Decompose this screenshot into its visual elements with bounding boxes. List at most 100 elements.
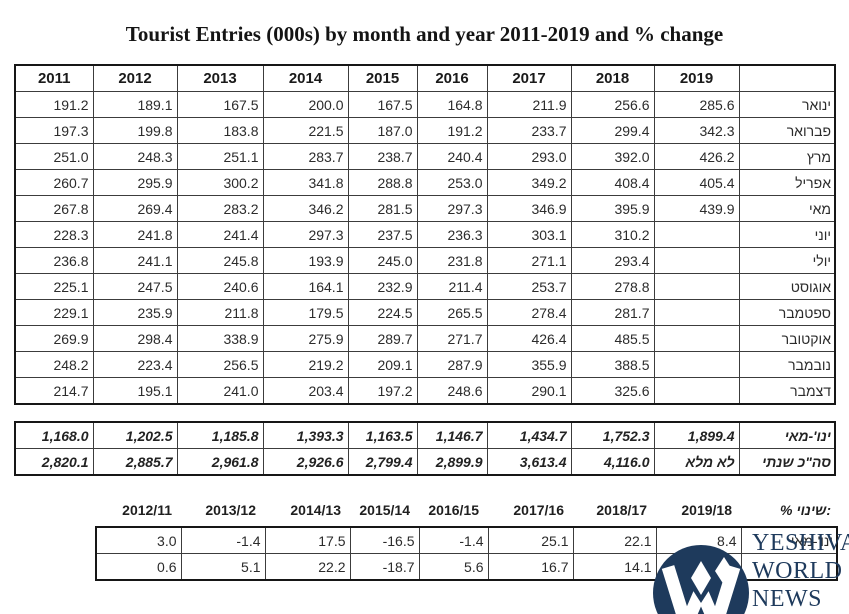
value-cell: 269.4 <box>92 195 178 222</box>
value-cell: 408.4 <box>570 169 655 196</box>
value-cell: 303.1 <box>486 221 572 248</box>
value-cell: 236.8 <box>14 247 94 274</box>
value-cell: 241.8 <box>92 221 178 248</box>
summary-value-cell: 2,820.1 <box>14 448 94 476</box>
value-cell: 167.5 <box>347 91 418 118</box>
value-cell: 245.0 <box>347 247 418 274</box>
month-row: 228.3 241.8 241.4 297.3 237.5 236.3 303.1 310.2… <box>14 221 836 248</box>
ywn-wordmark-line: YESHIVA <box>752 530 849 556</box>
value-cell: 355.9 <box>486 351 572 378</box>
value-cell: 200.0 <box>262 91 349 118</box>
value-cell: 223.4 <box>92 351 178 378</box>
value-cell: 203.4 <box>262 377 349 405</box>
value-cell: 310.2 <box>570 221 655 248</box>
value-cell: 248.2 <box>14 351 94 378</box>
period-header-cell: 2019/18 <box>681 502 732 518</box>
period-header-row: 2012/11 2013/12 2014/13 2015/14 2016/15 2017/… <box>95 499 836 521</box>
value-cell: 325.6 <box>570 377 655 405</box>
value-cell: 197.3 <box>14 117 94 144</box>
value-cell: 288.8 <box>347 169 418 196</box>
value-cell <box>653 221 740 248</box>
period-header-cell: 2017/16 <box>513 502 564 518</box>
percent-change-header: 2012/11 2013/12 2014/13 2015/14 2016/15 2017/… <box>95 499 836 521</box>
value-cell: 439.9 <box>653 195 740 222</box>
period-header-cell: 2012/11 <box>122 502 172 518</box>
value-cell: 346.2 <box>262 195 349 222</box>
change-value-cell: -1.4 <box>180 526 266 554</box>
month-label-cell: אוגוסט <box>738 273 836 300</box>
year-header-cell: 2012 <box>92 64 178 92</box>
value-cell: 240.4 <box>416 143 488 170</box>
ywn-wordmark: YESHIVA WORLD NEWS <box>752 529 849 613</box>
summary-value-cell: 1,434.7 <box>486 421 572 449</box>
change-value-cell: 5.1 <box>180 553 266 581</box>
change-value-cell: 17.5 <box>264 526 351 554</box>
value-cell: 228.3 <box>14 221 94 248</box>
ywn-wordmark-line: NEWS <box>752 586 822 612</box>
summary-value-cell: 1,168.0 <box>14 421 94 449</box>
summary-value-cell: 1,146.7 <box>416 421 488 449</box>
value-cell: 189.1 <box>92 91 178 118</box>
value-cell: 211.8 <box>176 299 264 326</box>
value-cell: 287.9 <box>416 351 488 378</box>
value-cell: 238.7 <box>347 143 418 170</box>
value-cell: 426.2 <box>653 143 740 170</box>
year-header-row: 2011 2012 2013 2014 2015 2016 2017 2018 2019 <box>14 64 836 92</box>
value-cell: 283.2 <box>176 195 264 222</box>
month-label-cell: יוני <box>738 221 836 248</box>
value-cell: 195.1 <box>92 377 178 405</box>
month-label-cell: יולי <box>738 247 836 274</box>
value-cell: 236.3 <box>416 221 488 248</box>
month-row: 267.8 269.4 283.2 346.2 281.5 297.3 346.9 395.9… <box>14 195 836 222</box>
summary-value-cell: 2,799.4 <box>347 448 418 476</box>
value-cell: 298.4 <box>92 325 178 352</box>
month-label-cell: דצמבר <box>738 377 836 405</box>
summary-value-cell: 1,163.5 <box>347 421 418 449</box>
value-cell: 167.5 <box>176 91 264 118</box>
change-section-label: % שינוי: <box>780 502 831 518</box>
month-row: 229.1 235.9 211.8 179.5 224.5 265.5 278.4 281.7… <box>14 299 836 326</box>
value-cell: 193.9 <box>262 247 349 274</box>
summary-value-cell: 2,899.9 <box>416 448 488 476</box>
month-label-cell: פברואר <box>738 117 836 144</box>
value-cell: 247.5 <box>92 273 178 300</box>
value-cell: 297.3 <box>262 221 349 248</box>
value-cell: 271.7 <box>416 325 488 352</box>
value-cell: 245.8 <box>176 247 264 274</box>
value-cell: 248.6 <box>416 377 488 405</box>
value-cell: 297.3 <box>416 195 488 222</box>
summary-value-cell: 4,116.0 <box>570 448 655 476</box>
change-value-cell: 14.1 <box>572 553 657 581</box>
year-header-cell: 2011 <box>14 64 94 92</box>
value-cell: 251.1 <box>176 143 264 170</box>
value-cell: 278.8 <box>570 273 655 300</box>
value-cell: 233.7 <box>486 117 572 144</box>
summary-table: 1,168.0 1,202.5 1,185.8 1,393.3 1,163.5 1,146… <box>14 421 836 476</box>
value-cell: 341.8 <box>262 169 349 196</box>
value-cell: 224.5 <box>347 299 418 326</box>
month-label-cell: מרץ <box>738 143 836 170</box>
value-cell: 241.0 <box>176 377 264 405</box>
value-cell: 342.3 <box>653 117 740 144</box>
value-cell: 235.9 <box>92 299 178 326</box>
value-cell: 267.8 <box>14 195 94 222</box>
change-value-cell: 16.7 <box>487 553 574 581</box>
change-value-cell: 5.6 <box>418 553 489 581</box>
year-header-cell: 2016 <box>416 64 488 92</box>
value-cell: 275.9 <box>262 325 349 352</box>
value-cell: 256.5 <box>176 351 264 378</box>
value-cell <box>653 377 740 405</box>
year-header-cell: 2017 <box>486 64 572 92</box>
value-cell: 405.4 <box>653 169 740 196</box>
month-label-cell: נובמבר <box>738 351 836 378</box>
change-label-cell: ינו'-מאי <box>740 526 838 554</box>
year-header-cell: 2015 <box>347 64 418 92</box>
change-value-cell: -18.7 <box>349 553 420 581</box>
summary-value-cell: 2,961.8 <box>176 448 264 476</box>
value-cell: 349.2 <box>486 169 572 196</box>
summary-row: 1,168.0 1,202.5 1,185.8 1,393.3 1,163.5 1,146… <box>14 421 836 449</box>
summary-value-cell: 1,185.8 <box>176 421 264 449</box>
month-label-cell: אוקטובר <box>738 325 836 352</box>
summary-label-cell: סה"כ שנתי <box>738 448 836 476</box>
